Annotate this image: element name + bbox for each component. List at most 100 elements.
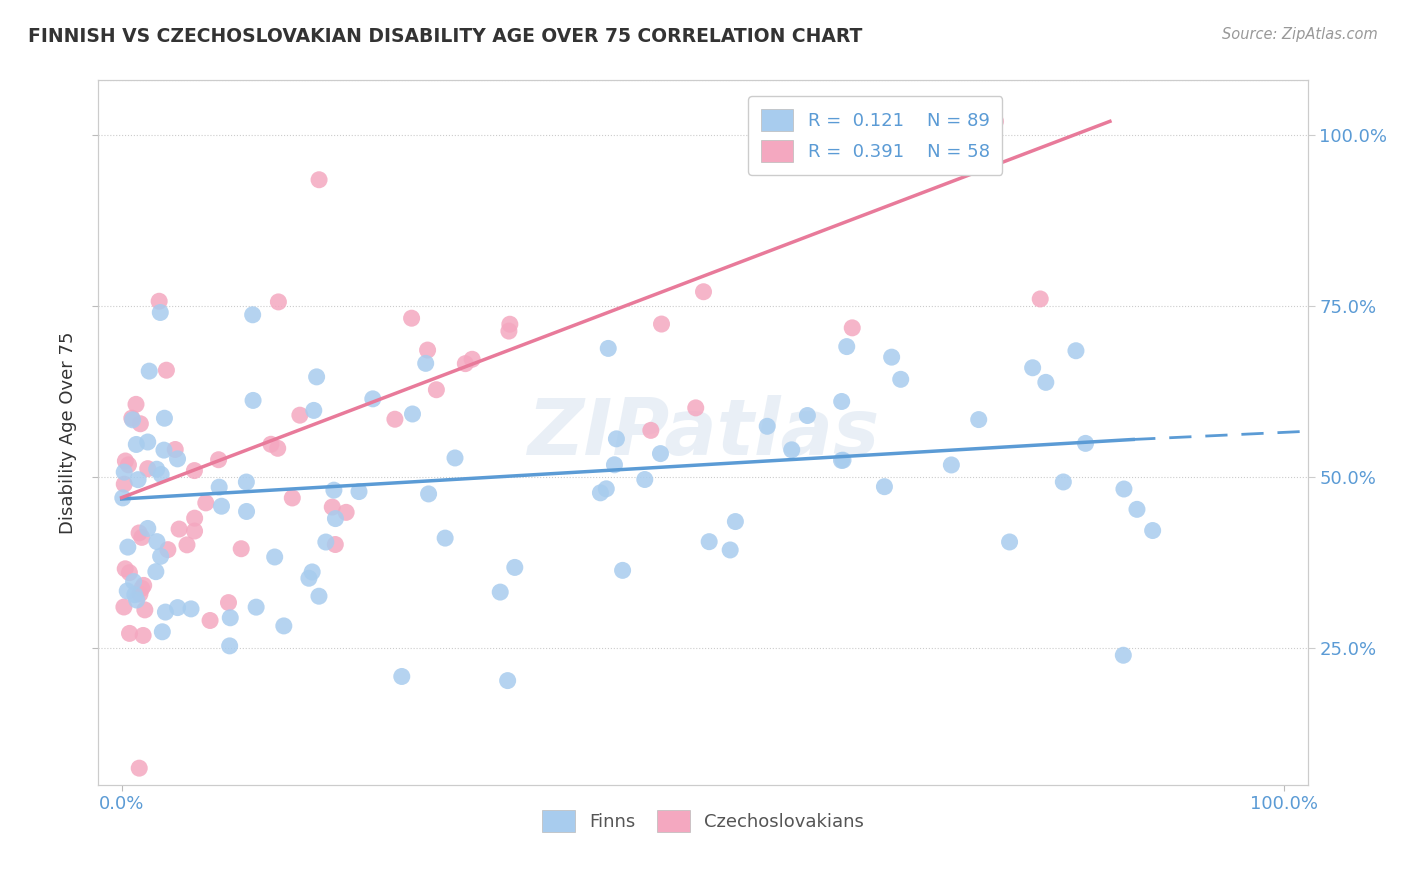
- Point: [890, 372, 912, 386]
- Point: [245, 600, 267, 615]
- Point: [134, 603, 156, 617]
- Point: [131, 530, 153, 544]
- Point: [114, 454, 136, 468]
- Point: [242, 393, 264, 408]
- Point: [589, 486, 612, 500]
- Point: [153, 411, 176, 425]
- Point: [415, 356, 437, 370]
- Point: [114, 562, 136, 576]
- Point: [1112, 482, 1135, 496]
- Point: [156, 542, 179, 557]
- Point: [498, 324, 520, 338]
- Point: [302, 403, 325, 417]
- Point: [425, 383, 447, 397]
- Point: [145, 462, 167, 476]
- Point: [218, 596, 240, 610]
- Point: [207, 452, 229, 467]
- Text: ZIPatlas: ZIPatlas: [527, 394, 879, 471]
- Point: [235, 504, 257, 518]
- Point: [166, 600, 188, 615]
- Point: [305, 369, 328, 384]
- Point: [503, 560, 526, 574]
- Legend: Finns, Czechoslovakians: Finns, Czechoslovakians: [534, 803, 872, 839]
- Point: [605, 432, 627, 446]
- Point: [121, 411, 143, 425]
- Point: [831, 453, 853, 467]
- Point: [322, 483, 344, 498]
- Point: [208, 480, 231, 494]
- Point: [401, 407, 423, 421]
- Text: FINNISH VS CZECHOSLOVAKIAN DISABILITY AGE OVER 75 CORRELATION CHART: FINNISH VS CZECHOSLOVAKIAN DISABILITY AG…: [28, 27, 862, 45]
- Point: [1029, 292, 1052, 306]
- Point: [288, 408, 311, 422]
- Point: [242, 308, 264, 322]
- Point: [155, 363, 177, 377]
- Point: [831, 394, 853, 409]
- Point: [132, 628, 155, 642]
- Point: [598, 342, 620, 356]
- Point: [183, 511, 205, 525]
- Point: [180, 602, 202, 616]
- Point: [267, 442, 290, 456]
- Point: [835, 340, 858, 354]
- Point: [650, 447, 672, 461]
- Point: [281, 491, 304, 505]
- Point: [129, 587, 152, 601]
- Point: [145, 565, 167, 579]
- Point: [444, 450, 467, 465]
- Point: [301, 565, 323, 579]
- Point: [194, 496, 217, 510]
- Point: [273, 619, 295, 633]
- Point: [218, 639, 240, 653]
- Point: [335, 505, 357, 519]
- Point: [115, 584, 138, 599]
- Point: [718, 543, 741, 558]
- Point: [149, 549, 172, 564]
- Point: [603, 458, 626, 472]
- Point: [1126, 502, 1149, 516]
- Text: Source: ZipAtlas.com: Source: ZipAtlas.com: [1222, 27, 1378, 42]
- Point: [176, 538, 198, 552]
- Point: [697, 534, 720, 549]
- Point: [724, 515, 747, 529]
- Point: [112, 477, 135, 491]
- Point: [267, 294, 290, 309]
- Point: [148, 294, 170, 309]
- Point: [323, 537, 346, 551]
- Point: [231, 541, 253, 556]
- Point: [136, 521, 159, 535]
- Point: [166, 451, 188, 466]
- Point: [1064, 343, 1087, 358]
- Point: [942, 154, 965, 169]
- Point: [873, 480, 896, 494]
- Point: [117, 458, 139, 472]
- Point: [612, 563, 634, 577]
- Point: [1052, 475, 1074, 489]
- Point: [128, 761, 150, 775]
- Point: [136, 435, 159, 450]
- Point: [125, 437, 148, 451]
- Point: [149, 305, 172, 319]
- Point: [595, 482, 617, 496]
- Point: [308, 589, 330, 603]
- Point: [499, 317, 522, 331]
- Point: [461, 352, 484, 367]
- Point: [112, 465, 135, 479]
- Point: [153, 443, 176, 458]
- Point: [347, 484, 370, 499]
- Point: [998, 535, 1021, 549]
- Point: [132, 578, 155, 592]
- Point: [118, 566, 141, 580]
- Point: [127, 473, 149, 487]
- Point: [692, 285, 714, 299]
- Point: [634, 473, 657, 487]
- Point: [138, 364, 160, 378]
- Point: [1035, 376, 1057, 390]
- Point: [235, 475, 257, 489]
- Point: [832, 453, 855, 467]
- Point: [111, 491, 134, 505]
- Point: [401, 311, 423, 326]
- Point: [150, 624, 173, 639]
- Point: [128, 525, 150, 540]
- Point: [321, 500, 343, 514]
